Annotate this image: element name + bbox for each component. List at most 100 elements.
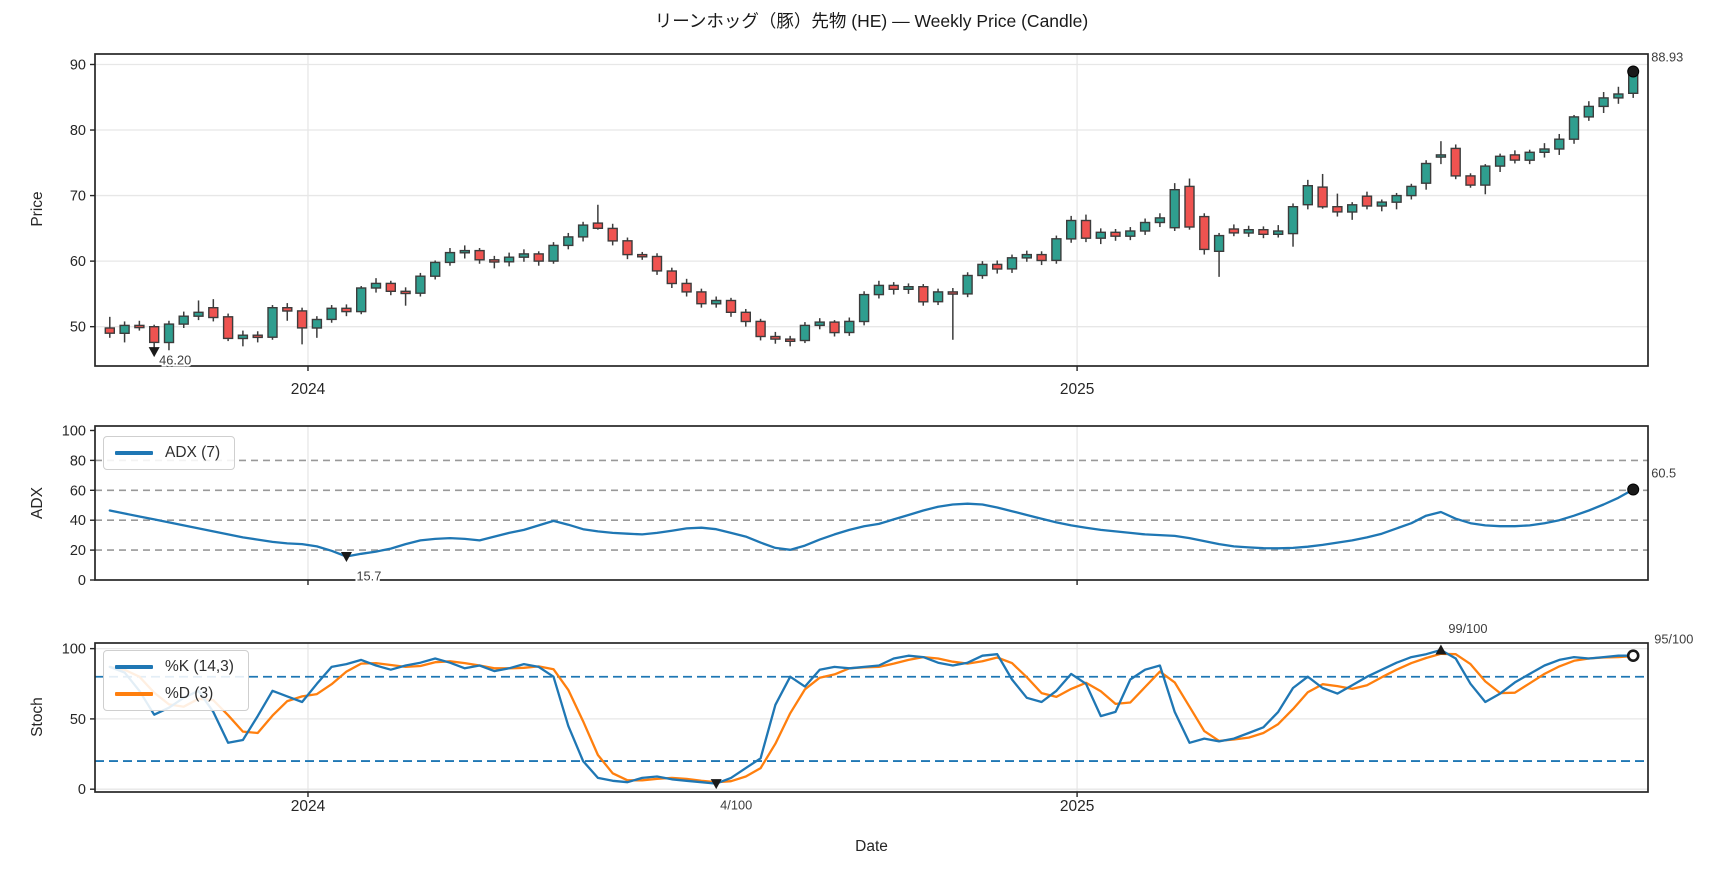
candle <box>1613 93 1624 99</box>
percent-k-legend-label: %K (14,3) <box>165 658 234 675</box>
candle <box>622 240 633 256</box>
candle <box>1258 228 1269 235</box>
legend-item-adx: ADX (7) <box>115 444 220 462</box>
percent-d-line-swatch <box>115 692 153 696</box>
candle <box>711 299 722 305</box>
candle <box>1524 151 1535 161</box>
candle <box>311 318 323 329</box>
candle <box>1080 219 1092 239</box>
chart-title: リーンホッグ（豚）先物 (HE) — Weekly Price (Candle) <box>654 11 1089 31</box>
candle <box>1420 162 1432 184</box>
percent-k-line <box>108 648 1635 785</box>
candle <box>1317 186 1328 208</box>
stoch-max-annotation: 99/100 <box>1435 619 1490 655</box>
price-last-annotation-label: 88.93 <box>1651 50 1683 65</box>
candle <box>1391 194 1402 203</box>
candle <box>1036 253 1047 262</box>
stoch-ytick-label: 100 <box>62 642 86 658</box>
price-ytick-label: 80 <box>70 123 86 139</box>
adx-last-annotation: 60.5 <box>1627 464 1678 496</box>
stoch-legend: %K (14,3) %D (3) <box>103 650 249 711</box>
candle <box>1184 185 1195 228</box>
adx-ytick-label: 40 <box>70 513 86 529</box>
candle <box>282 307 293 312</box>
price-last-annotation: 88.93 <box>1627 48 1685 78</box>
candle <box>267 307 278 338</box>
price-panel-frame: 50 60 70 80 90 <box>70 53 1649 371</box>
candle <box>1051 238 1062 262</box>
candle <box>563 236 574 247</box>
candle <box>651 255 663 272</box>
candle <box>1095 231 1107 239</box>
candle <box>385 282 396 292</box>
stoch-panel-frame: 0 50 100 <box>62 642 1649 798</box>
candle <box>1450 147 1461 177</box>
adx-dashed-gridlines <box>95 459 1648 551</box>
legend-item-percent-k: %K (14,3) <box>115 658 234 676</box>
stoch-min-annotation: 4/100 <box>710 779 754 815</box>
candle <box>1272 230 1284 235</box>
adx-ytick-label: 80 <box>70 453 86 469</box>
stoch-ytick-label: 0 <box>78 782 86 798</box>
candle <box>356 287 367 313</box>
candle <box>326 307 337 321</box>
candle <box>1583 105 1595 118</box>
candle <box>518 253 530 258</box>
adx-last-annotation-label: 60.5 <box>1651 466 1676 481</box>
date-axis-label: Date <box>855 838 888 855</box>
candle <box>1539 148 1550 153</box>
percent-d-line <box>108 652 1635 784</box>
percent-d-legend-label: %D (3) <box>165 685 214 702</box>
candle <box>1406 185 1417 197</box>
candle <box>577 224 589 238</box>
candle <box>873 284 885 296</box>
candle <box>1598 97 1609 108</box>
adx-legend: ADX (7) <box>103 436 236 470</box>
candle <box>341 307 352 313</box>
price-ytick-label: 70 <box>70 189 86 205</box>
candle <box>1435 154 1447 158</box>
candle <box>681 282 692 293</box>
adx-min-annotation-label: 15.7 <box>356 569 381 584</box>
candle <box>637 253 648 258</box>
candle <box>932 291 944 303</box>
price-low-annotation-label: 46.20 <box>159 353 191 368</box>
candle <box>1332 205 1343 213</box>
candle <box>1006 257 1018 270</box>
candle <box>1554 138 1565 150</box>
candle <box>415 275 426 294</box>
adx-ytick-label: 20 <box>70 543 86 559</box>
stoch-last-annotation-label: 95/100 <box>1654 632 1693 647</box>
adx-panel-frame: 0 20 40 60 80 100 <box>62 423 1649 589</box>
candle <box>992 263 1003 270</box>
candle <box>903 286 914 291</box>
candle <box>814 321 825 327</box>
candle <box>444 251 456 264</box>
legend-item-percent-d: %D (3) <box>115 685 234 703</box>
candle <box>178 315 189 325</box>
candle <box>888 284 899 290</box>
candle <box>725 299 737 314</box>
candle <box>962 274 973 295</box>
candle <box>119 324 130 334</box>
stoch-panel-grid <box>95 643 1648 792</box>
stoch-min-annotation-label: 4/100 <box>720 798 752 813</box>
candle <box>755 320 766 338</box>
price-xtick-label: 2025 <box>1060 381 1094 398</box>
candle <box>533 253 544 262</box>
adx-ytick-label: 0 <box>78 573 86 589</box>
candle <box>947 291 958 295</box>
candle <box>858 293 870 323</box>
candle <box>1302 184 1314 206</box>
candle <box>503 256 515 263</box>
candlestick-series <box>104 69 1639 352</box>
candle <box>1287 205 1299 235</box>
stoch-max-annotation-label: 99/100 <box>1448 621 1487 636</box>
candle <box>1509 154 1521 161</box>
candle <box>148 326 160 344</box>
candle <box>1361 195 1373 207</box>
candle <box>1568 116 1580 140</box>
candle <box>829 321 840 334</box>
candle <box>1154 217 1166 224</box>
